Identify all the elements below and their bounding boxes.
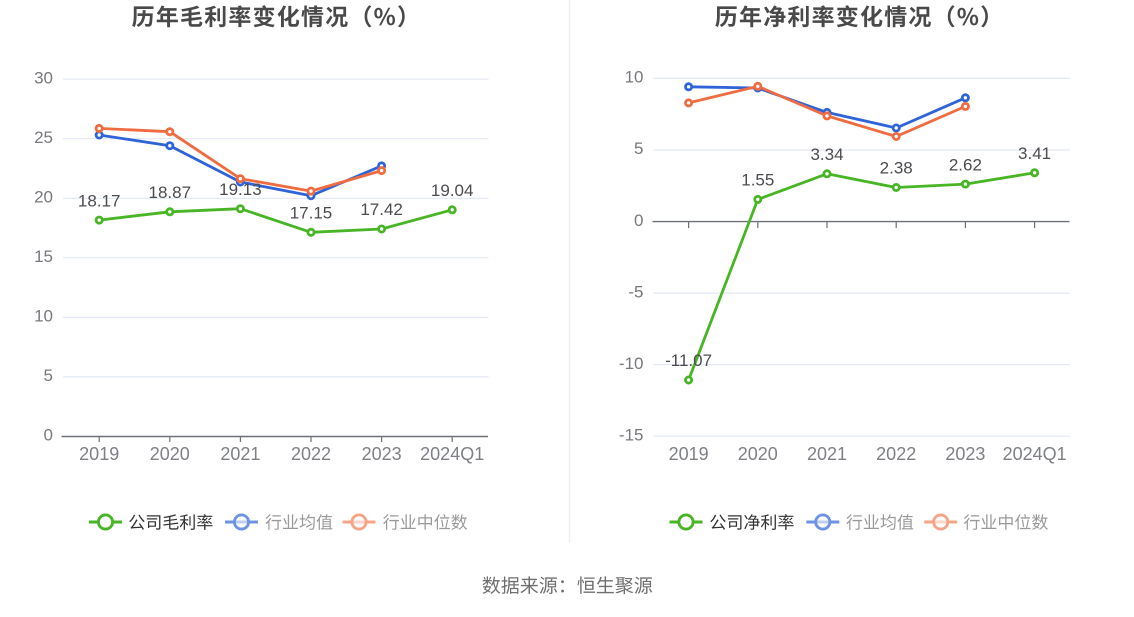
svg-text:15: 15: [34, 247, 53, 266]
svg-text:-10: -10: [619, 354, 644, 373]
svg-text:5: 5: [634, 139, 643, 158]
svg-text:2023: 2023: [362, 444, 402, 464]
svg-text:18.87: 18.87: [149, 183, 192, 202]
svg-text:25: 25: [34, 128, 53, 147]
svg-text:30: 30: [34, 68, 53, 87]
svg-text:-5: -5: [628, 282, 643, 301]
svg-text:2019: 2019: [669, 444, 709, 464]
svg-text:2021: 2021: [807, 444, 847, 464]
svg-text:2022: 2022: [876, 444, 916, 464]
svg-text:-15: -15: [619, 425, 644, 444]
svg-text:19.04: 19.04: [431, 181, 474, 200]
svg-text:-11.07: -11.07: [665, 351, 712, 370]
svg-text:2022: 2022: [291, 444, 331, 464]
svg-text:2023: 2023: [945, 444, 985, 464]
svg-text:0: 0: [44, 426, 53, 445]
svg-text:1.55: 1.55: [741, 171, 774, 190]
svg-text:17.42: 17.42: [360, 200, 403, 219]
svg-text:10: 10: [34, 307, 53, 326]
svg-text:0: 0: [634, 211, 643, 230]
svg-text:5: 5: [44, 366, 53, 385]
svg-text:2019: 2019: [79, 444, 119, 464]
svg-text:20: 20: [34, 188, 53, 207]
svg-text:3.34: 3.34: [810, 145, 843, 164]
svg-text:18.17: 18.17: [78, 191, 121, 210]
svg-text:19.13: 19.13: [219, 180, 262, 199]
svg-text:2024Q1: 2024Q1: [1003, 444, 1067, 464]
svg-text:2020: 2020: [150, 444, 190, 464]
svg-text:2021: 2021: [220, 444, 260, 464]
svg-text:10: 10: [625, 68, 644, 87]
svg-text:2.38: 2.38: [880, 159, 913, 178]
svg-text:2.62: 2.62: [949, 155, 982, 174]
svg-text:3.41: 3.41: [1018, 144, 1051, 163]
svg-text:2024Q1: 2024Q1: [420, 444, 484, 464]
svg-text:2020: 2020: [738, 444, 778, 464]
svg-text:17.15: 17.15: [290, 204, 333, 223]
